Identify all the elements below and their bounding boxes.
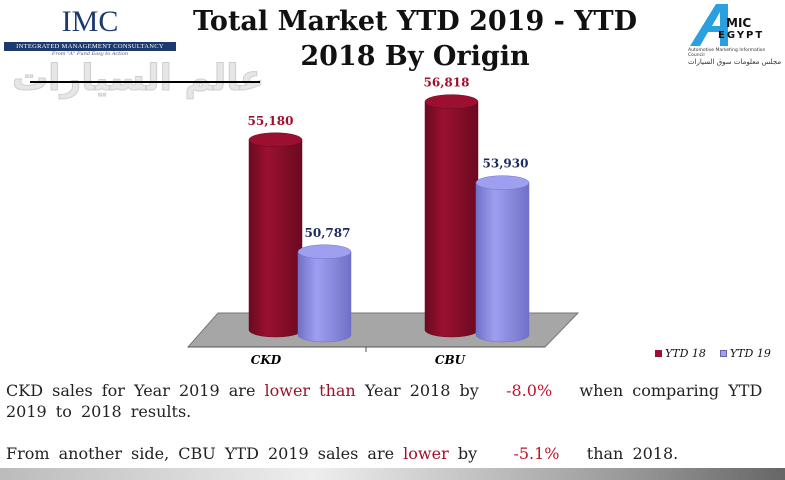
imc-logo: IMC INTEGRATED MANAGEMENT CONSULTANCY Fr… (4, 6, 176, 57)
legend-swatch (719, 350, 727, 357)
divider (30, 81, 260, 83)
data-label: 50,787 (305, 226, 351, 240)
imc-logo-subtitle: INTEGRATED MANAGEMENT CONSULTANCY (4, 42, 176, 51)
highlight: lower (403, 444, 449, 463)
bar-top (475, 175, 530, 190)
bar-top (248, 132, 303, 148)
percent: -8.0% (506, 381, 553, 400)
category-label: CBU (435, 353, 467, 367)
title-line-1: Total Market YTD 2019 - YTD (192, 6, 638, 37)
amic-logo: MIC EGYPT Automotive Marketing Informati… (680, 2, 785, 68)
imc-logo-name: IMC (61, 5, 119, 38)
chart: 55,180 56,818 50,787 53,930 CKD CBU (186, 76, 580, 367)
footer-band (0, 468, 785, 480)
bar-top (424, 94, 479, 109)
amic-logo-subtitle: Automotive Marketing Information Council… (688, 48, 783, 66)
watermark: عالم السيارات (11, 58, 265, 100)
imc-logo-tagline: From "A" Fund Easy to Action (51, 51, 129, 57)
text: when comparing YTD 2019 to 2018 results. (6, 381, 763, 421)
percent: -5.1% (513, 444, 560, 463)
title-line-2: 2018 By Origin (300, 41, 530, 72)
bar-ytd-19-ckd (297, 251, 352, 343)
chart-legend: YTD 18 YTD 19 (655, 347, 771, 360)
bar-ytd-19-cbu (475, 182, 530, 343)
commentary-cbu: From another side, CBU YTD 2019 sales ar… (6, 443, 776, 464)
text: than 2018. (586, 444, 679, 463)
page-title: Total Market YTD 2019 - YTD 2018 By Orig… (180, 4, 650, 74)
commentary-ckd: CKD sales for Year 2019 are lower than Y… (6, 380, 776, 422)
amic-a-icon (690, 4, 728, 46)
data-label: 56,818 (424, 76, 470, 90)
bar-ytd-18-cbu (424, 101, 479, 338)
amic-sub-en: Automotive Marketing Information Council (688, 48, 766, 58)
text: CKD sales for Year 2019 are (6, 381, 256, 400)
legend-label: YTD 18 (665, 347, 706, 360)
amic-sub-ar: مجلس معلومات سوق السيارات (688, 58, 782, 66)
data-label: 55,180 (248, 114, 294, 128)
highlight: lower than (264, 381, 356, 400)
bar-top (297, 244, 352, 260)
data-label: 53,930 (483, 157, 529, 171)
category-label: CKD (251, 353, 282, 367)
legend-label: YTD 19 (729, 347, 771, 360)
text: From another side, CBU YTD 2019 sales ar… (6, 444, 395, 463)
legend-swatch (655, 350, 662, 357)
text: Year 2018 by (364, 381, 479, 400)
text: by (457, 444, 478, 463)
bar-ytd-18-ckd (248, 139, 303, 338)
